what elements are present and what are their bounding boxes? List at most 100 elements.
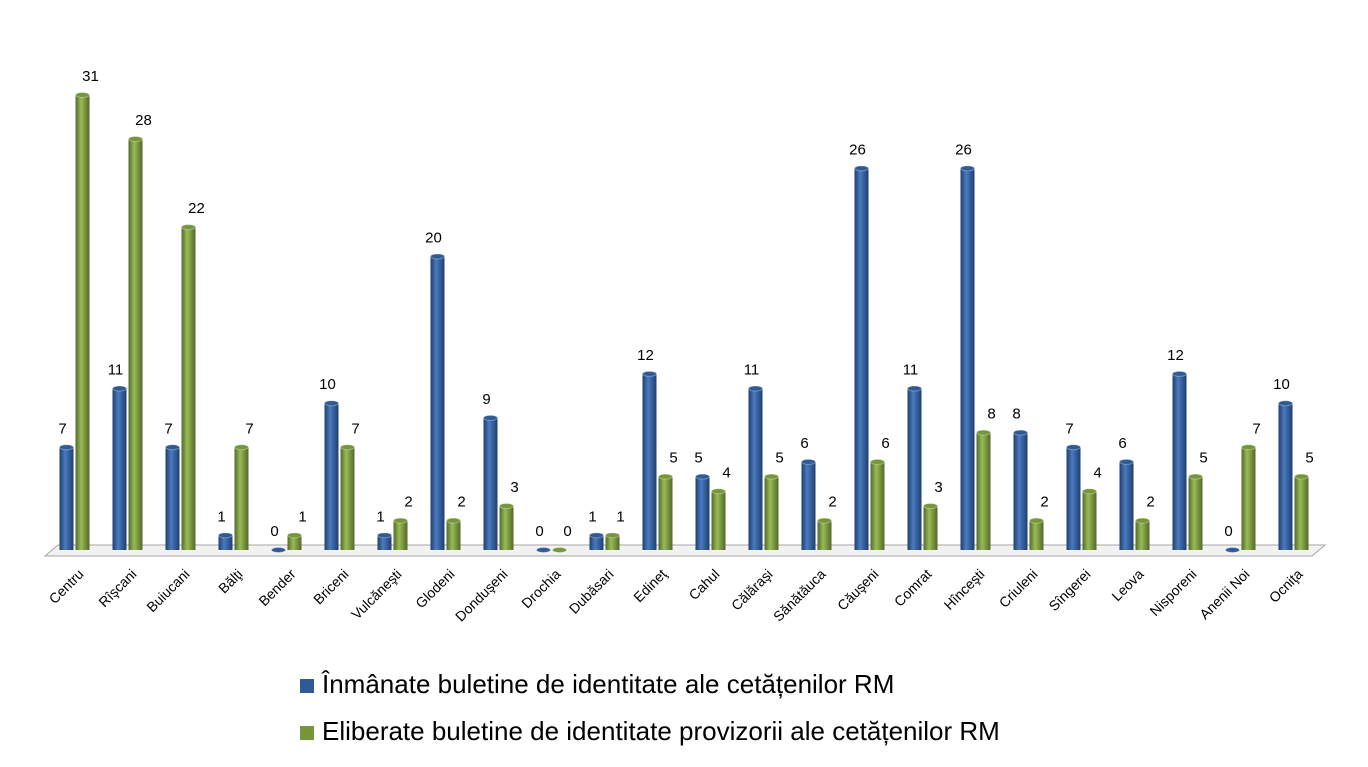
value-label: 4 (722, 464, 730, 481)
bar (589, 535, 604, 550)
value-label: 2 (1146, 494, 1154, 511)
bar-top (218, 532, 233, 539)
value-label: 20 (425, 229, 442, 246)
legend-label: Înmânate buletine de identitate ale cetă… (321, 669, 894, 699)
bar (340, 447, 355, 550)
bar-top (324, 400, 339, 407)
bar (181, 227, 196, 550)
bar-top (695, 473, 710, 480)
bar (801, 461, 816, 550)
value-label: 1 (376, 508, 384, 525)
bar (446, 520, 461, 550)
bar-top (271, 547, 286, 553)
bar (112, 388, 127, 550)
bar-top (1172, 370, 1187, 377)
bar (1294, 476, 1309, 550)
bar-top (59, 444, 74, 451)
value-label: 5 (775, 450, 783, 467)
bar-top (287, 532, 302, 539)
bar-top (854, 165, 869, 172)
bar-top (642, 370, 657, 377)
x-tick-label: Bender (255, 566, 298, 609)
value-label: 8 (1012, 406, 1020, 423)
x-tick-label: Bălţi (215, 566, 246, 597)
bar (1172, 373, 1187, 550)
bar (764, 476, 779, 550)
bar-top (552, 547, 567, 553)
bar-top (536, 547, 551, 553)
bar (976, 432, 991, 550)
value-label: 26 (849, 141, 866, 158)
value-label: 6 (800, 435, 808, 452)
value-label: 6 (1118, 435, 1126, 452)
x-tick-label: Vulcăneşti (348, 566, 405, 623)
x-tick-label: Sănătăuca (770, 566, 829, 625)
x-tick-label: Ocniţa (1266, 566, 1306, 606)
x-tick-label: Drochia (518, 566, 564, 612)
x-tick-label: Criuleni (996, 566, 1041, 611)
value-label: 2 (828, 494, 836, 511)
value-label: 7 (245, 420, 253, 437)
value-label: 10 (319, 376, 336, 393)
bar (1278, 403, 1293, 550)
bar (907, 388, 922, 550)
bar (483, 417, 498, 550)
value-label: 31 (82, 68, 99, 85)
bar (748, 388, 763, 550)
x-tick-label: Rîşcani (95, 566, 139, 610)
bar-top (1294, 473, 1309, 480)
legend-label: Eliberate buletine de identitate provizo… (322, 716, 1000, 746)
bar-top (748, 385, 763, 392)
bar-top (234, 444, 249, 451)
bar (75, 95, 90, 550)
bar-top (960, 165, 975, 172)
value-label: 5 (694, 450, 702, 467)
bar-top (1188, 473, 1203, 480)
bar-top (1225, 547, 1240, 553)
bar-top (75, 92, 90, 98)
bar (59, 447, 74, 550)
bar (377, 535, 392, 550)
bar (1082, 491, 1097, 550)
x-tick-label: Dubăsari (566, 566, 617, 617)
bar (1066, 447, 1081, 550)
bar (605, 535, 620, 550)
value-label: 4 (1093, 464, 1101, 481)
value-label: 12 (1167, 347, 1184, 364)
x-tick-label: Briceni (310, 566, 352, 608)
value-label: 9 (482, 391, 490, 408)
bar (165, 447, 180, 550)
bar-top (923, 502, 938, 509)
bar (870, 461, 885, 550)
bar-top (393, 517, 408, 524)
value-label: 7 (1252, 420, 1260, 437)
value-label: 3 (510, 479, 518, 496)
bar-top (658, 473, 673, 480)
value-label: 7 (351, 420, 359, 437)
value-label: 11 (108, 362, 124, 379)
bar (1188, 476, 1203, 550)
value-label: 1 (616, 508, 624, 525)
value-label: 3 (934, 479, 942, 496)
value-label: 26 (955, 141, 972, 158)
x-tick-label: Anenii Noi (1196, 566, 1252, 622)
bar (923, 505, 938, 550)
x-tick-label: Cahul (685, 566, 722, 603)
x-tick-label: Leova (1108, 566, 1146, 604)
bar (218, 535, 233, 550)
value-label: 12 (637, 347, 654, 364)
x-tick-label: Buiucani (143, 566, 192, 615)
value-label: 0 (563, 523, 571, 540)
value-label: 10 (1273, 376, 1290, 393)
x-tick-label: Edineţ (630, 566, 669, 605)
bar (1119, 461, 1134, 550)
value-label: 1 (298, 508, 306, 525)
bar (642, 373, 657, 550)
bar-top (801, 458, 816, 465)
bar-top (1029, 517, 1044, 524)
bar (234, 447, 249, 550)
bar-top (112, 385, 127, 392)
value-label: 5 (669, 450, 677, 467)
bar-top (711, 488, 726, 495)
bar (499, 505, 514, 550)
